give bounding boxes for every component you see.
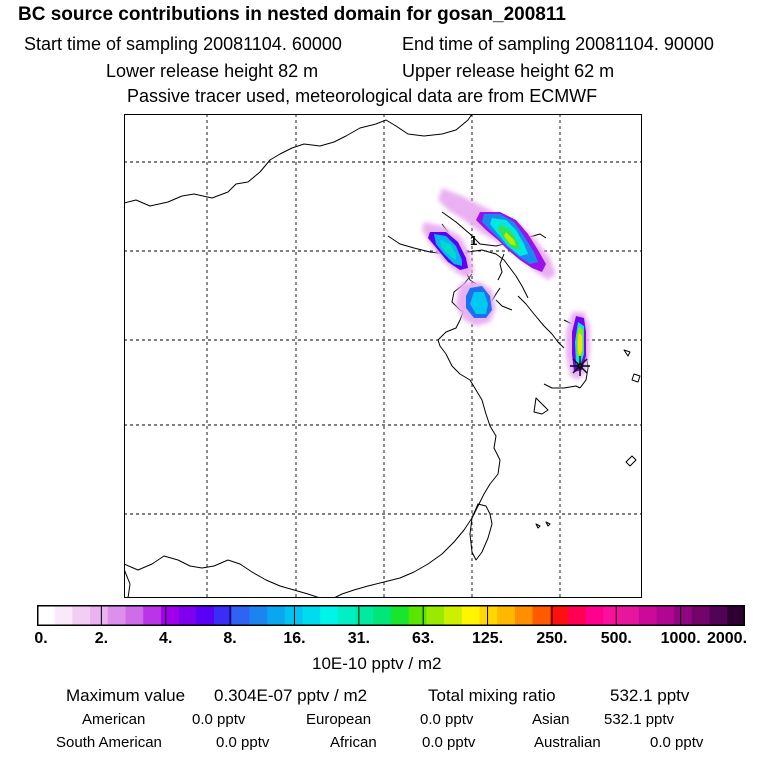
region-name-european: European: [306, 711, 372, 728]
start-time: Start time of sampling 20081104. 60000: [24, 34, 342, 54]
colorbar-tick-label: 63.: [412, 630, 435, 647]
colorbar-swatch: [72, 605, 91, 626]
region-value-american: 0.0 pptv: [192, 711, 246, 728]
colorbar-tick-label: 8.: [223, 630, 237, 647]
colorbar-swatch: [727, 605, 745, 626]
colorbar-swatch: [107, 605, 127, 626]
region-name-asian: Asian: [532, 711, 570, 728]
total-mixing-label: Total mixing ratio: [428, 686, 556, 705]
colorbar-tick-label: 125.: [471, 630, 504, 647]
colorbar-swatch: [444, 605, 463, 626]
colorbar-swatch: [426, 605, 445, 626]
colorbar-swatch: [143, 605, 162, 626]
tracer-note: Passive tracer used, meteorological data…: [127, 86, 598, 106]
region-name-south-american: South American: [56, 734, 162, 751]
source-contribution-map: 1: [124, 114, 642, 598]
colorbar-swatch: [373, 605, 392, 626]
colorbar-tick-label: 250.: [536, 630, 568, 647]
region-value-european: 0.0 pptv: [420, 711, 474, 728]
colorbar-swatch: [355, 605, 374, 626]
total-mixing-value: 532.1 pptv: [610, 686, 690, 705]
end-time: End time of sampling 20081104. 90000: [402, 34, 714, 54]
colorbar-swatch: [603, 605, 622, 626]
map-grid: [124, 114, 642, 598]
region-name-american: American: [82, 711, 146, 728]
colorbar-swatch: [391, 605, 410, 626]
colorbar-tick-label: 0.: [34, 630, 48, 647]
upper-release-height: Upper release height 62 m: [402, 61, 615, 81]
colorbar-swatch: [674, 605, 693, 626]
colorbar-tick-label: 31.: [347, 630, 370, 647]
lower-release-height: Lower release height 82 m: [106, 61, 319, 81]
colorbar-swatch: [479, 605, 498, 626]
release-marker-label: 1: [470, 233, 477, 248]
region-value-australian: 0.0 pptv: [650, 734, 704, 751]
colorbar-swatch: [585, 605, 604, 626]
region-name-australian: Australian: [534, 734, 601, 751]
region-value-african: 0.0 pptv: [422, 734, 476, 751]
colorbar-swatch: [550, 605, 569, 626]
max-value-label: Maximum value: [66, 686, 186, 705]
colorbar-swatch: [638, 605, 658, 626]
colorbar-swatch: [408, 605, 427, 626]
colorbar-tick-label: 500.: [600, 630, 632, 647]
region-name-african: African: [330, 734, 377, 751]
colorbar-swatch: [231, 605, 250, 626]
colorbar-swatch: [461, 605, 481, 626]
colorbar-tick-label: 2.: [94, 630, 109, 647]
colorbar-tick-label: 1000.: [660, 630, 701, 647]
colorbar-swatch: [267, 605, 286, 626]
colorbar-swatch: [320, 605, 339, 626]
colorbar-swatch: [568, 605, 587, 626]
colorbar-swatch: [532, 605, 551, 626]
colorbar-swatch: [178, 605, 197, 626]
colorbar-swatch: [514, 605, 534, 626]
colorbar-swatch: [709, 605, 728, 626]
colorbar-swatch: [196, 605, 215, 626]
colorbar-swatch: [90, 605, 109, 626]
colorbar-swatch: [621, 605, 640, 626]
colorbar-tick-label: 16.: [283, 630, 306, 647]
contribution-plumes: [422, 188, 590, 380]
receptor-star-icon: [570, 356, 590, 376]
colorbar-swatch: [302, 605, 321, 626]
colorbar-swatch: [160, 605, 180, 626]
colorbar-tick-label: 2000.: [706, 630, 748, 647]
colorbar-swatch: [656, 605, 675, 626]
colorbar-swatch: [37, 605, 56, 626]
colorbar-swatch: [337, 605, 357, 626]
colorbar-swatch: [214, 605, 233, 626]
region-value-asian: 532.1 pptv: [604, 711, 675, 728]
colorbar-swatch: [54, 605, 73, 626]
max-value: 0.304E-07 pptv / m2: [214, 686, 368, 705]
colorbar-swatch: [691, 605, 711, 626]
region-value-south-american: 0.0 pptv: [216, 734, 270, 751]
colorbar-swatch: [497, 605, 516, 626]
colorbar-swatch: [125, 605, 144, 626]
colorbar-unit: 10E-10 pptv / m2: [312, 654, 442, 673]
colorbar-swatch: [249, 605, 268, 626]
colorbar: [37, 605, 745, 626]
colorbar-tick-label: 4.: [159, 630, 173, 647]
plot-title: BC source contributions in nested domain…: [18, 4, 566, 25]
